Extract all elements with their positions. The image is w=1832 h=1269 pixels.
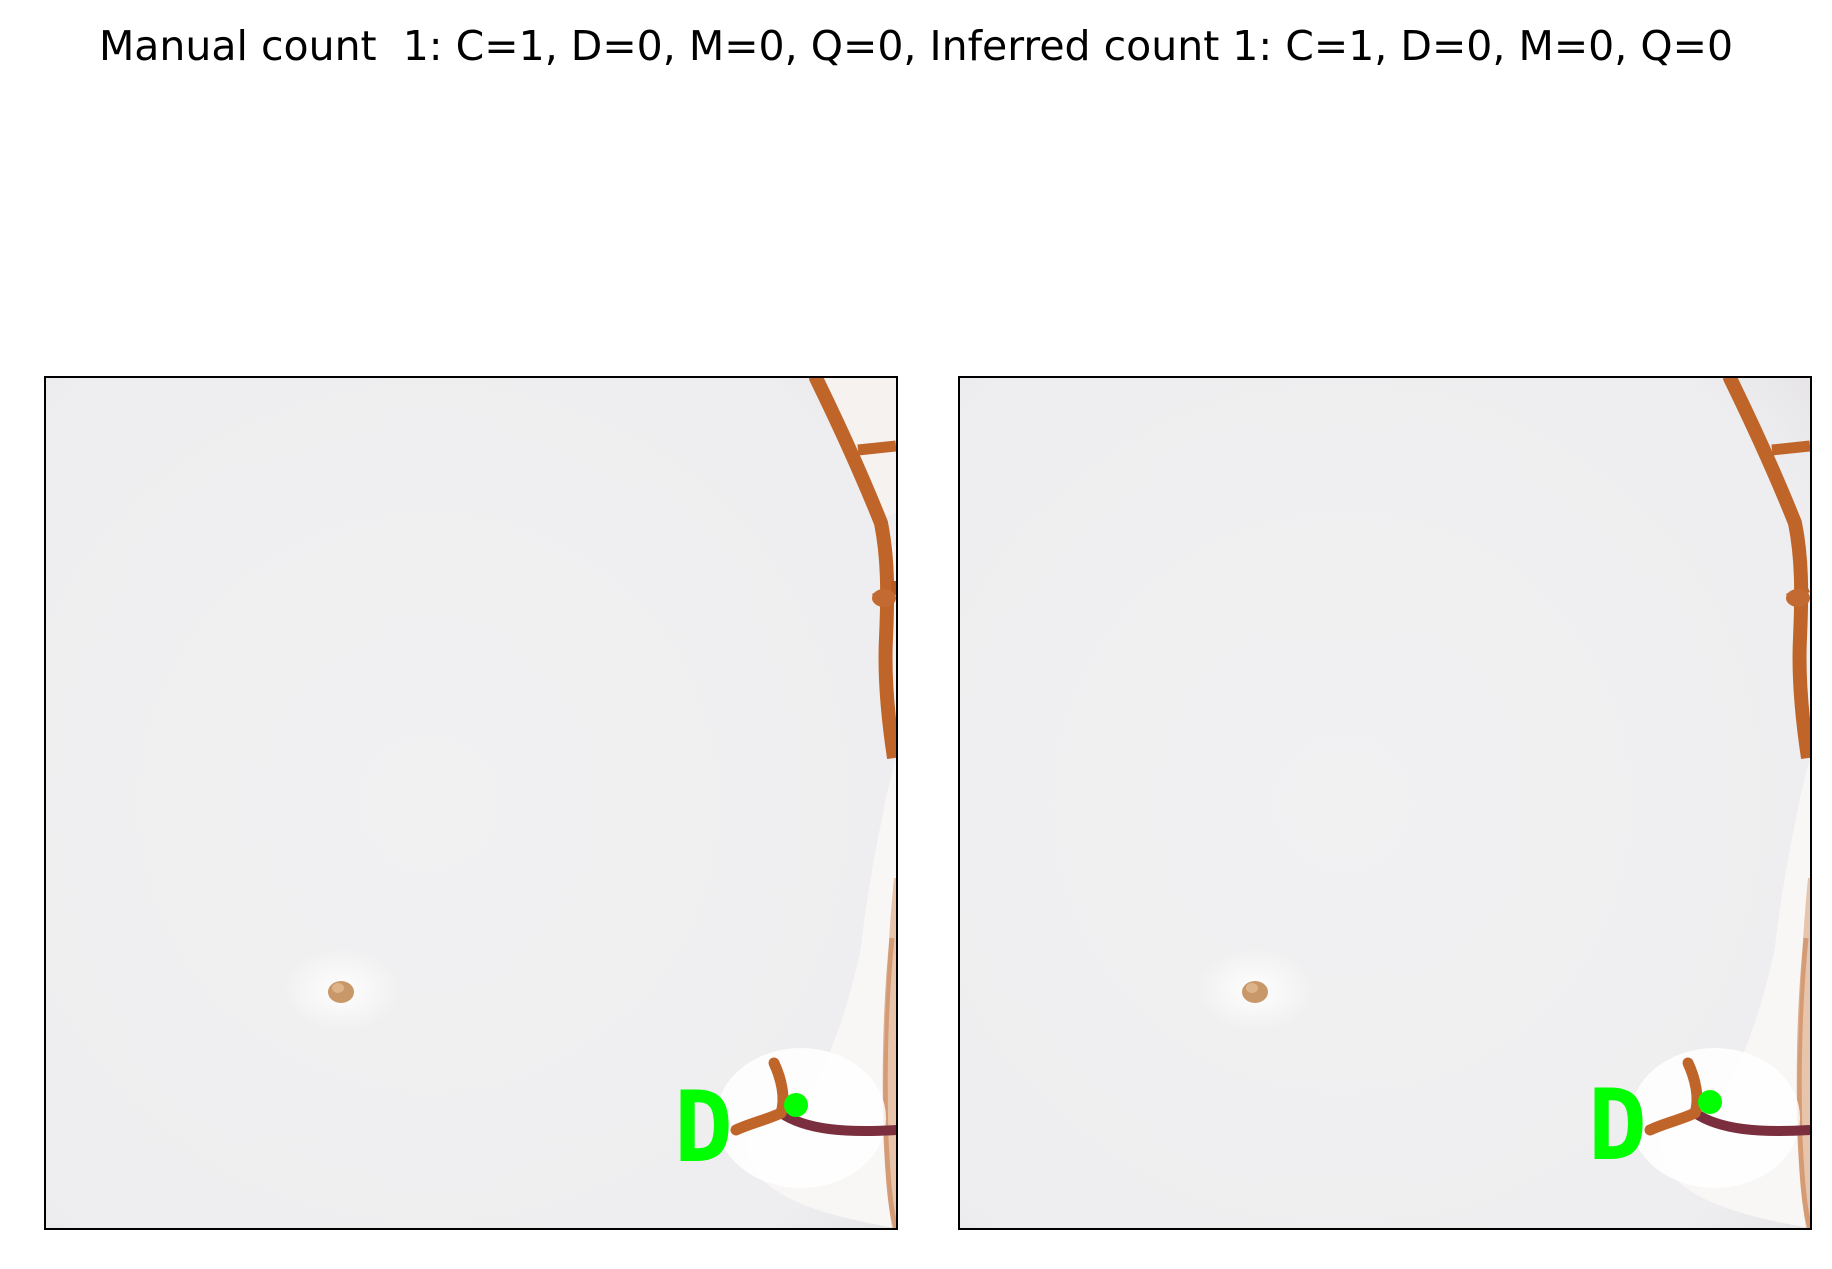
inferred-count-panel: D [958,376,1812,1230]
figure-title: Manual count 1: C=1, D=0, M=0, Q=0, Infe… [98,22,1734,70]
manual-count-panel: D [44,376,898,1230]
detection-marker [784,1093,808,1117]
root-top-right [1723,378,1810,760]
detection-annotation: D [1588,1069,1722,1183]
manual-count-image: D [46,378,896,1228]
detection-label: D [1588,1069,1647,1183]
inferred-count-image: D [960,378,1810,1228]
seed [281,948,401,1032]
detection-marker [1698,1090,1722,1114]
seed [1195,948,1315,1032]
root-top-right [809,378,896,760]
seedling [1630,1048,1810,1188]
seedling [716,1048,896,1188]
detection-annotation: D [674,1071,808,1185]
detection-label: D [674,1071,733,1185]
